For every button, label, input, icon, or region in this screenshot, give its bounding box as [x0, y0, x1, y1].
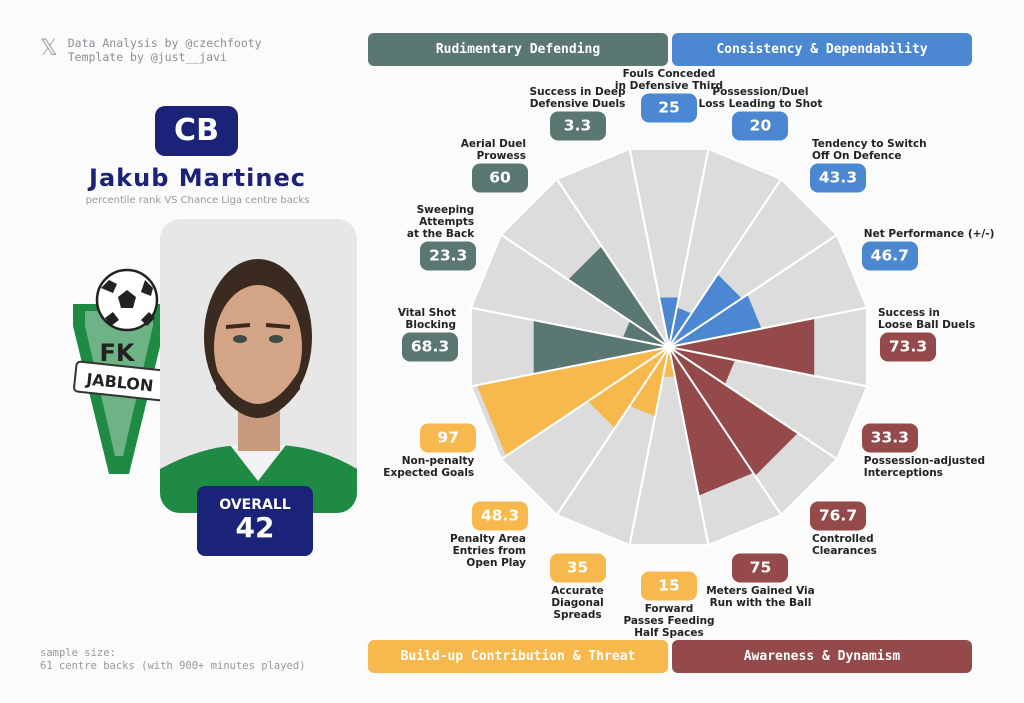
- metric-label: Possession/Duel Loss Leading to Shot: [698, 86, 823, 111]
- metric-value-box: 75: [732, 553, 789, 583]
- metric-label: Accurate Diagonal Spreads: [551, 584, 604, 621]
- radar-spoke: [555, 178, 670, 348]
- radar-value-wedge: [533, 320, 669, 374]
- radar-spoke: [668, 346, 783, 516]
- radar-spoke: [470, 346, 670, 388]
- radar-spoke: [668, 346, 838, 461]
- overall-label: OVERALL: [219, 497, 291, 513]
- metric-value-box: 97: [420, 423, 477, 453]
- radar-value-wedge: [669, 274, 742, 347]
- radar-value-wedge: [663, 347, 675, 377]
- metric-value-box: 25: [641, 93, 697, 123]
- radar-spoke: [500, 233, 670, 348]
- radar-spoke: [555, 346, 670, 516]
- metric-label: Possession-adjusted Interceptions: [863, 455, 986, 480]
- metric-label: Fouls Conceded in Defensive Third: [614, 68, 724, 92]
- radar-value-wedge: [587, 347, 669, 429]
- metric-value-box: 3.3: [549, 111, 606, 141]
- credit-analysis: Data Analysis by @czechfooty: [67, 36, 262, 50]
- radar-spoke: [668, 148, 710, 348]
- radar-spoke: [668, 233, 838, 348]
- radar-value-wedge: [669, 347, 798, 476]
- radar-value-wedge: [476, 347, 669, 456]
- metric-label: Aerial Duel Prowess: [460, 138, 526, 162]
- x-logo-icon: 𝕏: [40, 36, 58, 61]
- metric-label: Sweeping Attempts at the Back: [406, 203, 475, 240]
- metric-value-box: 35: [549, 553, 606, 583]
- radar-value-wedge: [669, 318, 815, 376]
- overall-value: 42: [235, 511, 275, 544]
- position-badge: CB: [155, 106, 238, 156]
- metric-value-box: 43.3: [809, 163, 866, 193]
- metric-value-box: 15: [641, 571, 697, 601]
- metric-label: Success in Loose Ball Duels: [878, 307, 976, 331]
- metric-value-box: 33.3: [861, 423, 918, 453]
- category-awareness-dynamism: Awareness & Dynamism: [672, 640, 972, 673]
- radar-spoke: [668, 178, 783, 348]
- metric-label: Meters Gained Via Run with the Ball: [706, 584, 815, 609]
- player-photo: [160, 219, 357, 513]
- radar-value-wedge: [669, 347, 735, 385]
- radar-spoke: [628, 148, 670, 348]
- metric-label: Net Performance (+/-): [863, 227, 995, 240]
- metric-label: Forward Passes Feeding Half Spaces: [623, 603, 715, 639]
- metric-value-box: 68.3: [402, 332, 458, 362]
- metric-label: Non-penalty Expected Goals: [383, 455, 475, 480]
- radar-value-wedge: [568, 246, 669, 347]
- sample-size-title: sample size:: [40, 647, 116, 659]
- svg-text:FK: FK: [100, 339, 136, 367]
- metric-value-box: 60: [472, 163, 528, 193]
- metric-value-box: 73.3: [880, 332, 936, 362]
- metric-label: Success in Deep Defensive Duels: [529, 86, 626, 111]
- radar-spoke: [668, 346, 710, 546]
- metric-label: Penalty Area Entries from Open Play: [449, 532, 526, 569]
- player-name: Jakub Martinec: [89, 164, 306, 192]
- radar-spoke: [470, 306, 670, 348]
- radar-value-wedge: [629, 347, 669, 417]
- overall-badge: OVERALL 42: [197, 486, 313, 556]
- credits: 𝕏 Data Analysis by @czechfooty Template …: [40, 36, 262, 64]
- sample-size: sample size: 61 centre backs (with 900+ …: [40, 647, 306, 673]
- category-buildup-contribution: Build-up Contribution & Threat: [368, 640, 668, 673]
- category-consistency-dependability: Consistency & Dependability: [672, 33, 972, 66]
- metric-label: Vital Shot Blocking: [397, 307, 456, 331]
- metric-label: Controlled Clearances: [811, 532, 877, 557]
- radar-value-wedge: [659, 297, 679, 347]
- metric-value-box: 20: [732, 111, 789, 141]
- radar-value-wedge: [669, 347, 754, 496]
- radar-spoke: [628, 346, 670, 546]
- radar-value-wedge: [669, 294, 762, 347]
- metric-value-box: 48.3: [472, 501, 528, 531]
- sample-size-detail: 61 centre backs (with 900+ minutes playe…: [40, 660, 306, 672]
- credit-template: Template by @just__javi: [67, 50, 227, 64]
- radar-spoke: [668, 306, 868, 348]
- radar-spoke: [668, 346, 868, 388]
- metric-value-box: 46.7: [861, 241, 918, 271]
- metric-value-box: 76.7: [809, 501, 866, 531]
- radar-spoke: [500, 346, 670, 461]
- metric-label: Tendency to Switch Off On Defence: [811, 138, 927, 162]
- category-rudimentary-defending: Rudimentary Defending: [368, 33, 668, 66]
- player-subtitle: percentile rank VS Chance Liga centre ba…: [85, 195, 310, 206]
- metric-value-box: 23.3: [420, 241, 477, 271]
- club-crest: JABLON FK: [73, 268, 167, 474]
